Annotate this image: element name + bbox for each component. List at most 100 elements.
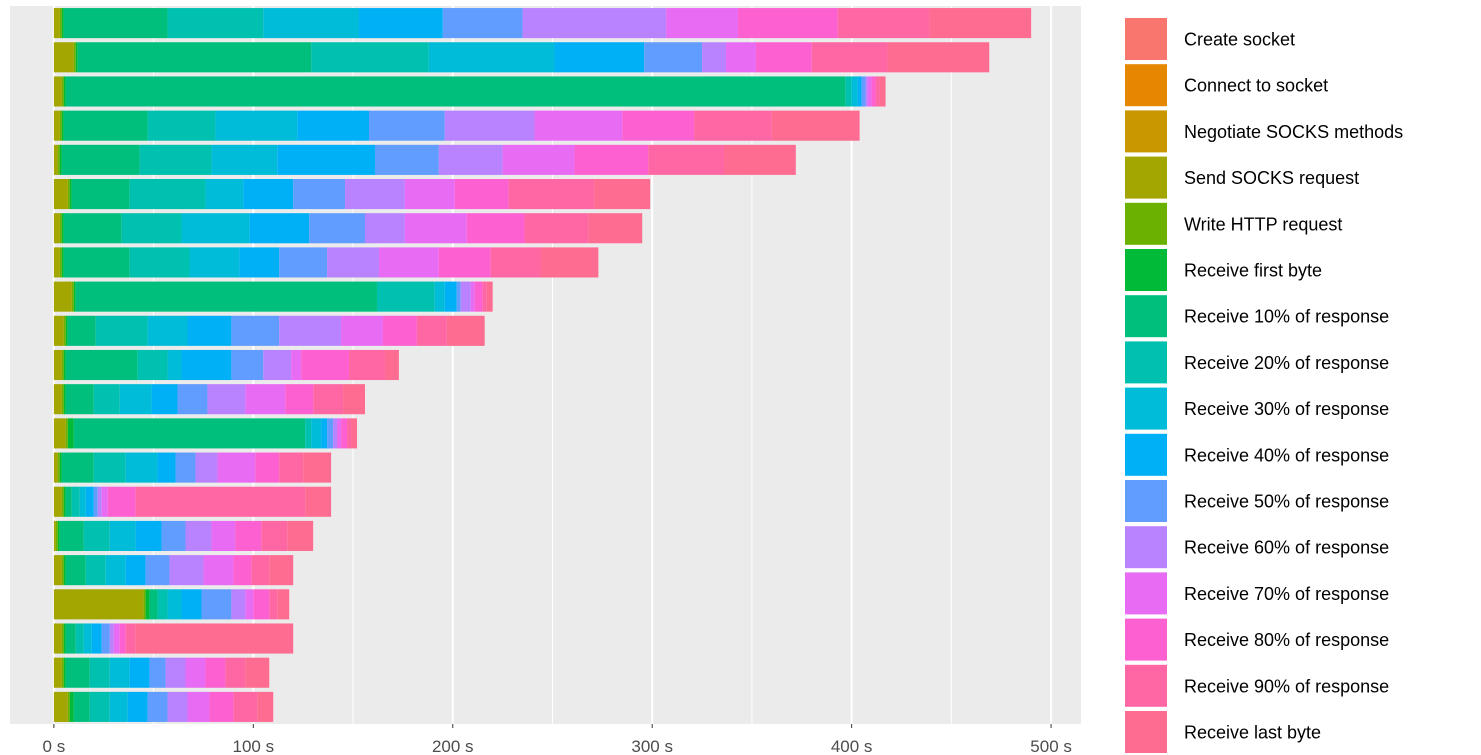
bar-segment — [287, 520, 314, 551]
bar-segment — [865, 76, 868, 107]
bar-segment — [438, 247, 491, 278]
bar-segment — [67, 691, 70, 722]
bar-segment — [73, 691, 90, 722]
x-tick-label: 100 s — [233, 737, 275, 755]
bar-segment — [59, 213, 62, 244]
bar-segment — [277, 589, 290, 620]
bar-segment — [53, 555, 62, 586]
bar-segment — [57, 144, 60, 175]
bar-segment — [359, 8, 443, 39]
legend-swatch — [1125, 572, 1167, 615]
bar-segment — [85, 486, 94, 517]
bar-segment — [69, 179, 72, 210]
legend-swatch — [1125, 64, 1167, 107]
bar-segment — [442, 8, 523, 39]
bar-segment — [263, 349, 292, 381]
legend-swatch — [1125, 433, 1167, 476]
bar-segment — [71, 486, 80, 517]
bar-segment — [109, 623, 114, 654]
bar-segment — [857, 76, 862, 107]
bar-segment — [239, 247, 280, 278]
bar-segment — [61, 8, 64, 39]
bar-segment — [378, 247, 439, 278]
bar-segment — [474, 281, 483, 312]
bar-segment — [311, 418, 322, 449]
bar-segment — [53, 384, 62, 415]
bar-segment — [167, 691, 188, 722]
bar-segment — [181, 349, 232, 381]
bar-segment — [93, 452, 126, 483]
bar-segment — [79, 486, 86, 517]
bar-segment — [205, 657, 226, 688]
bar-segment — [245, 657, 270, 688]
bar-segment — [384, 349, 399, 381]
bar-segment — [63, 315, 66, 346]
bar-segment — [73, 418, 306, 449]
legend-swatch — [1125, 480, 1167, 522]
bar-segment — [343, 384, 366, 415]
bar-segment — [129, 179, 206, 210]
legend-label: Receive 40% of response — [1184, 445, 1389, 465]
bar-segment — [157, 589, 168, 620]
legend-swatch — [1125, 202, 1167, 245]
bar-segment — [327, 247, 379, 278]
bar-segment — [107, 486, 136, 517]
bar-segment — [622, 110, 695, 141]
bar-segment — [121, 213, 182, 244]
bar-segment — [195, 452, 218, 483]
bar-segment — [53, 42, 74, 73]
bar-segment — [53, 281, 72, 312]
bar-segment — [309, 213, 366, 244]
legend-label: Receive last byte — [1184, 723, 1321, 743]
bar-segment — [109, 691, 128, 722]
bar-segment — [231, 315, 280, 346]
bar-segment — [61, 555, 64, 586]
bar-segment — [255, 452, 280, 483]
bar-segment — [444, 281, 457, 312]
bar-segment — [63, 213, 122, 244]
bar-segment — [53, 623, 62, 654]
bar-segment — [147, 315, 188, 346]
bar-segment — [55, 520, 58, 551]
bar-segment — [666, 8, 738, 39]
bar-segment — [167, 349, 182, 381]
x-axis: 0 s 100 s 200 s 300 s 400 s 500 s — [43, 724, 1072, 755]
legend-item: Receive 30% of response — [1125, 387, 1389, 430]
bar-segment — [135, 520, 162, 551]
legend-swatch — [1125, 110, 1167, 153]
bar-segment — [53, 520, 56, 551]
bar-segment — [53, 110, 60, 141]
bar-segment — [301, 349, 350, 381]
legend-label: Receive 80% of response — [1184, 630, 1389, 650]
bar-segment — [53, 213, 60, 244]
bar-segment — [333, 418, 338, 449]
bar-segment — [53, 247, 60, 278]
bar-segment — [161, 520, 186, 551]
bar-segment — [137, 349, 168, 381]
bar-segment — [466, 213, 525, 244]
bar-segment — [109, 520, 136, 551]
bar-segment — [61, 144, 140, 175]
legend-label: Write HTTP request — [1184, 214, 1342, 234]
bar-segment — [57, 452, 60, 483]
bar-segment — [83, 520, 110, 551]
bar-segment — [151, 384, 178, 415]
bar-segment — [771, 110, 860, 141]
bar-segment — [119, 623, 126, 654]
legend-item: Receive 40% of response — [1125, 433, 1389, 476]
bar-segment — [63, 555, 66, 586]
bar-segment — [95, 315, 148, 346]
legend-item: Write HTTP request — [1125, 202, 1342, 245]
bar-segment — [129, 657, 150, 688]
bar-segment — [201, 589, 232, 620]
bar-segment — [149, 657, 166, 688]
bar-segment — [65, 315, 68, 346]
bar-segment — [311, 42, 429, 73]
bar-segment — [169, 555, 204, 586]
legend-item: Send SOCKS request — [1125, 156, 1359, 199]
bar-segment — [69, 691, 74, 722]
x-tick-label: 400 s — [831, 737, 873, 755]
legend-swatch — [1125, 249, 1167, 291]
bar-segment — [53, 76, 62, 107]
bar-segment — [245, 589, 254, 620]
